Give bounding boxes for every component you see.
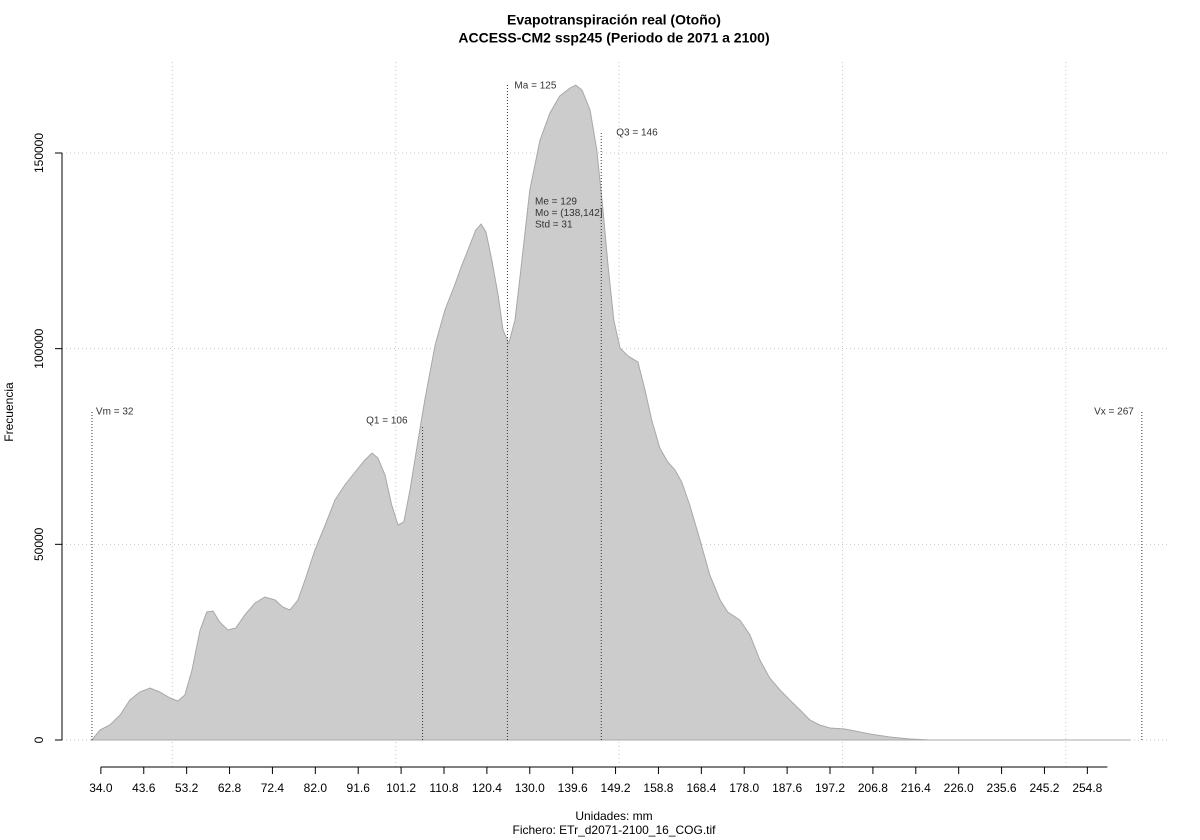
stat-label: Me = 129 bbox=[535, 197, 577, 208]
x-axis-label: Unidades: mm bbox=[575, 809, 652, 823]
x-tick-label: 34.0 bbox=[89, 781, 113, 795]
x-tick-label: 149.2 bbox=[601, 781, 631, 795]
y-tick-label: 150000 bbox=[32, 133, 46, 173]
x-tick-label: 178.0 bbox=[729, 781, 759, 795]
y-tick-label: 0 bbox=[32, 736, 46, 743]
x-tick-label: 53.2 bbox=[175, 781, 199, 795]
x-tick-label: 82.0 bbox=[304, 781, 328, 795]
x-tick-label: 245.2 bbox=[1029, 781, 1059, 795]
x-tick-label: 197.2 bbox=[815, 781, 845, 795]
x-tick-label: 72.4 bbox=[261, 781, 285, 795]
x-tick-label: 206.8 bbox=[858, 781, 888, 795]
marker-label: Vx = 267 bbox=[1094, 407, 1134, 418]
y-tick-label: 50000 bbox=[32, 527, 46, 561]
stat-label: Mo = (138,142] bbox=[535, 208, 603, 219]
marker-label: Q1 = 106 bbox=[366, 416, 408, 427]
x-tick-label: 226.0 bbox=[944, 781, 974, 795]
x-tick-label: 216.4 bbox=[901, 781, 931, 795]
marker-label: Q3 = 146 bbox=[616, 128, 658, 139]
caption: Fichero: ETr_d2071-2100_16_COG.tif bbox=[513, 823, 717, 837]
x-tick-label: 110.8 bbox=[429, 781, 458, 795]
y-axis-label: Frecuencia bbox=[2, 382, 16, 442]
chart-subtitle: ACCESS-CM2 ssp245 (Periodo de 2071 a 210… bbox=[458, 30, 769, 46]
x-tick-label: 62.8 bbox=[218, 781, 242, 795]
x-tick-label: 139.6 bbox=[558, 781, 588, 795]
x-tick-label: 235.6 bbox=[987, 781, 1017, 795]
marker-label: Vm = 32 bbox=[96, 407, 134, 418]
x-tick-label: 101.2 bbox=[386, 781, 416, 795]
x-tick-label: 91.6 bbox=[347, 781, 371, 795]
y-tick-label: 100000 bbox=[32, 328, 46, 368]
chart-title: Evapotranspiración real (Otoño) bbox=[507, 12, 721, 28]
marker-label: Ma = 125 bbox=[514, 81, 556, 92]
x-tick-label: 254.8 bbox=[1072, 781, 1102, 795]
x-tick-label: 43.6 bbox=[132, 781, 156, 795]
x-tick-label: 120.4 bbox=[472, 781, 502, 795]
density-area bbox=[90, 84, 1130, 741]
x-tick-label: 187.6 bbox=[772, 781, 802, 795]
x-tick-label: 130.0 bbox=[515, 781, 545, 795]
x-tick-label: 158.8 bbox=[643, 781, 673, 795]
stat-label: Std = 31 bbox=[535, 220, 573, 231]
x-tick-label: 168.4 bbox=[686, 781, 716, 795]
